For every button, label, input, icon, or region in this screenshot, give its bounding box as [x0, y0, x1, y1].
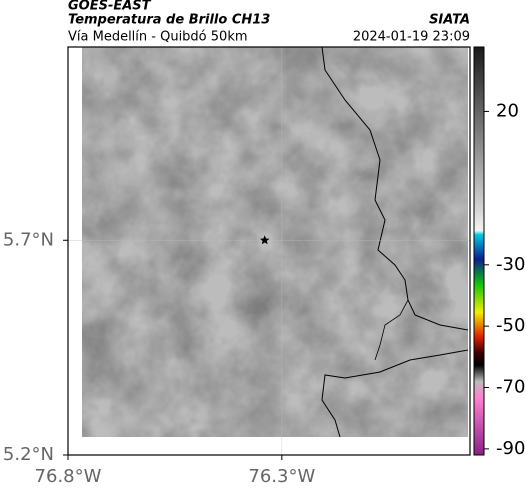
title: GOES-EAST: [68, 0, 152, 14]
subtitle: Temperatura de Brillo CH13: [68, 13, 270, 28]
boundary: [321, 349, 469, 438]
boundary: [321, 46, 469, 331]
datetime: 2024-01-19 23:09: [353, 30, 470, 45]
x-tick-label: 76.8°W: [35, 466, 102, 487]
colorbar-tick-label: -30: [496, 254, 525, 275]
map-frame: [67, 46, 471, 456]
colorbar-tick-label: -70: [496, 377, 525, 398]
route: Vía Medellín - Quibdó 50km: [68, 30, 248, 45]
x-tick-label: 76.3°W: [248, 466, 315, 487]
colorbar-tick-label: -50: [496, 315, 525, 336]
y-tick-label: 5.7°N: [3, 229, 54, 250]
location-marker: [260, 235, 270, 245]
colorbar: [473, 46, 485, 456]
source: SIATA: [429, 13, 470, 28]
colorbar-tick-label: 20: [496, 100, 519, 121]
y-tick-label: 5.2°N: [3, 444, 54, 465]
cloud-texture: [82, 47, 468, 437]
river: [374, 299, 409, 361]
colorbar-tick-label: -90: [496, 438, 525, 459]
